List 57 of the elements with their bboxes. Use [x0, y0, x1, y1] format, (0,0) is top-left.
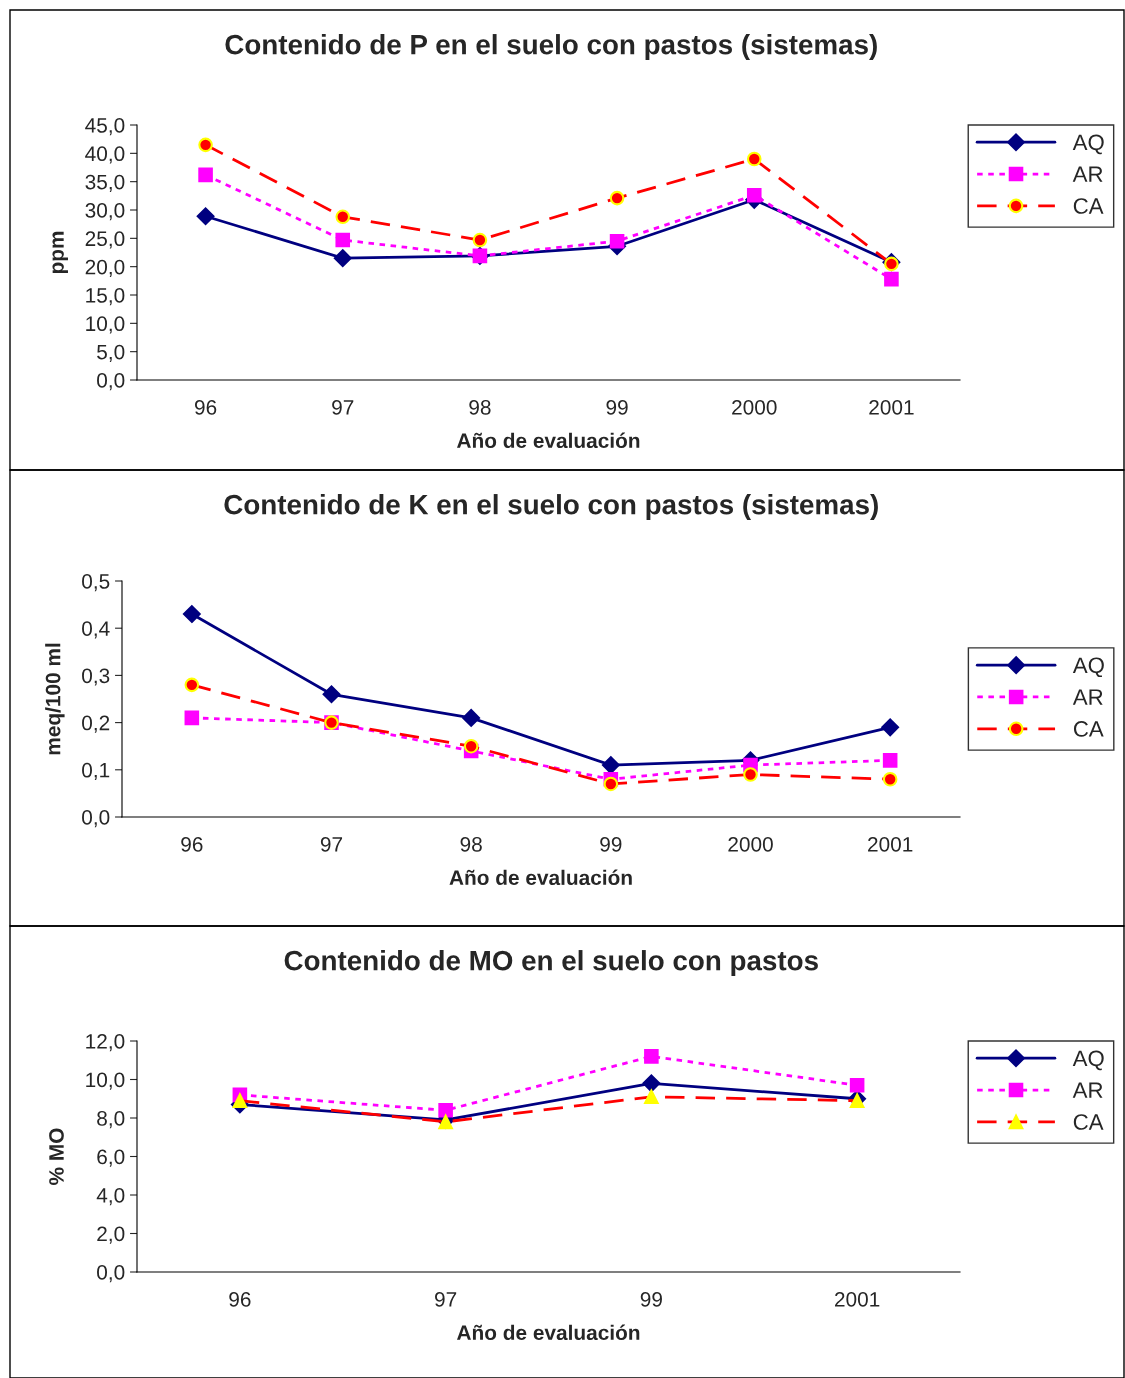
y-tick-label: 8,0	[97, 1111, 125, 1129]
legend-label: AQ	[1072, 1050, 1104, 1071]
y-tick-label: 45,0	[85, 118, 125, 136]
x-tick-label: 96	[229, 1291, 251, 1307]
y-tick-label: 25,0	[85, 231, 125, 249]
y-tick-label: 0,5	[82, 574, 110, 592]
x-tick-label: 2000	[728, 836, 773, 852]
x-tick-label: 2001	[835, 1291, 880, 1307]
x-tick-label: 98	[460, 836, 482, 852]
y-tick-label: 0,0	[97, 373, 125, 391]
x-tick-label: 96	[194, 399, 217, 415]
y-axis-title: ppm	[52, 231, 68, 274]
y-tick-label: 2,0	[97, 1226, 125, 1244]
y-tick-label: 30,0	[85, 203, 125, 221]
y-tick-label: 0,3	[82, 668, 110, 686]
legend-label: AQ	[1072, 134, 1104, 155]
y-tick-label: 40,0	[85, 146, 125, 164]
x-tick-label: 99	[606, 399, 628, 415]
x-tick-label: 96	[181, 836, 203, 852]
y-tick-label: 0,4	[82, 621, 110, 639]
x-tick-label: 2000	[732, 399, 777, 415]
x-tick-label: 97	[320, 836, 343, 852]
x-tick-label: 98	[469, 399, 491, 415]
y-tick-label: 0,0	[82, 810, 110, 828]
legend-label: CA	[1073, 721, 1104, 737]
x-tick-label: 99	[640, 1291, 662, 1307]
chart-title: Contenido de P en el suelo con pastos (sistemas)	[225, 34, 877, 60]
legend-label: AQ	[1072, 657, 1104, 678]
y-axis-title: % MO	[49, 1128, 64, 1185]
y-tick-label: 10,0	[86, 316, 125, 334]
y-tick-label: 35,0	[85, 174, 125, 192]
x-tick-label: 2001	[868, 836, 913, 852]
legend-label: AR	[1072, 689, 1103, 705]
y-tick-label: 10,0	[86, 1072, 125, 1090]
y-tick-label: 0,1	[82, 762, 110, 781]
legend-label: CA	[1073, 1114, 1104, 1130]
legend-label: AR	[1072, 1082, 1103, 1098]
x-tick-label: 2001	[869, 399, 914, 415]
chart-title: Contenido de K en el suelo con pastos (sistemas)	[224, 494, 878, 520]
y-tick-label: 6,0	[97, 1149, 125, 1167]
x-tick-label: 97	[435, 1291, 457, 1307]
x-axis-title: Año de evaluación	[449, 869, 632, 886]
y-tick-label: 5,0	[97, 344, 125, 362]
y-tick-label: 0,0	[97, 1265, 125, 1283]
y-axis-title: meq/100 ml	[45, 643, 65, 755]
x-tick-label: 97	[332, 399, 354, 415]
y-tick-label: 15,0	[86, 288, 125, 306]
legend-label: AR	[1072, 166, 1103, 182]
x-axis-title: Año de evaluación	[456, 1324, 640, 1341]
chart-title: Contenido de MO en el suelo con pastos	[284, 950, 818, 976]
x-axis-title: Año de evaluación	[456, 432, 640, 449]
y-tick-label: 20,0	[85, 259, 125, 277]
x-tick-label: 99	[600, 836, 622, 852]
legend-label: CA	[1073, 198, 1104, 214]
y-tick-label: 0,2	[82, 715, 110, 733]
y-tick-label: 4,0	[96, 1188, 125, 1206]
y-tick-label: 12,0	[86, 1034, 125, 1052]
